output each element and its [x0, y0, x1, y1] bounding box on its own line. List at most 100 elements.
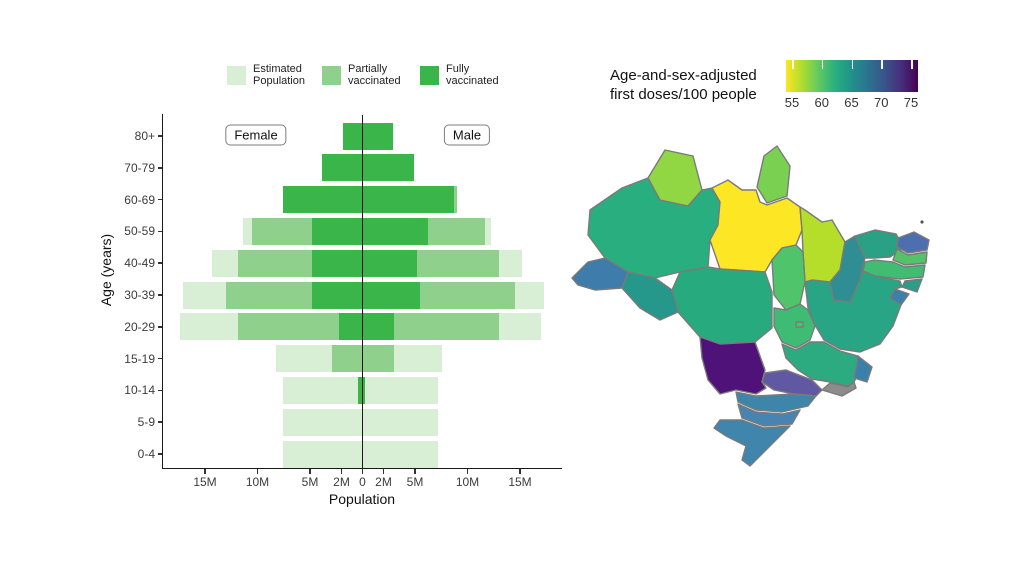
y-tick-label-5-9: 5-9: [137, 415, 155, 430]
y-axis-title: Age (years): [98, 233, 114, 307]
bar-male-fully-60-69: [362, 186, 454, 214]
bar-male-estimated-0-4: [362, 440, 439, 468]
x-tick-label-8: 15M: [508, 475, 532, 489]
bar-male-fully-10-14: [362, 376, 365, 404]
y-tick-label-70-79: 70-79: [124, 160, 155, 175]
colorbar-tick-65: [851, 60, 853, 69]
y-tick-40-49: [158, 262, 163, 264]
map-state-SE: [889, 288, 910, 306]
y-tick-30-39: [158, 294, 163, 296]
y-tick-label-0-4: 0-4: [137, 447, 155, 461]
x-tick-2: [309, 469, 311, 474]
y-tick-label-80+: 80+: [134, 129, 155, 143]
map-state-SC: [737, 403, 801, 427]
bar-male-fully-70-79: [362, 154, 414, 182]
map-state-RN: [896, 231, 930, 254]
colorbar-tick-70: [881, 60, 883, 69]
map-state-PB: [892, 248, 928, 266]
x-tick-1: [256, 469, 259, 474]
colorbar-gradient: [786, 60, 918, 92]
male-side-label: Male: [443, 124, 491, 146]
legend-item-estimated: Estimated Population: [227, 63, 305, 87]
map-state-TO: [771, 244, 806, 311]
y-tick-5-9: [158, 421, 163, 423]
x-tick-7: [466, 469, 469, 474]
colorbar-label-65: 65: [844, 95, 859, 110]
bar-female-fully-60-69: [282, 186, 363, 214]
y-tick-50-59: [158, 230, 163, 233]
legend-label-partially: Partially vaccinated: [348, 63, 401, 87]
y-tick-0-4: [158, 453, 163, 455]
y-tick-label-15-19: 15-19: [124, 351, 155, 366]
y-tick-60-69: [158, 198, 163, 201]
x-tick-label-7: 10M: [455, 475, 480, 489]
x-axis-title: Population: [328, 491, 396, 507]
bar-female-fully-40-49: [312, 249, 363, 277]
map-state-MA: [799, 206, 846, 283]
bar-female-fully-50-59: [312, 217, 363, 245]
bar-male-fully-80+: [362, 122, 393, 150]
bar-male-fully-40-49: [362, 249, 418, 277]
legend-swatch-fully: [420, 65, 439, 85]
y-tick-80+: [158, 135, 163, 137]
colorbar-label-60: 60: [814, 95, 829, 110]
y-tick-label-60-69: 60-69: [124, 192, 155, 207]
colorbar-label-75: 75: [903, 95, 919, 110]
map-state-AP: [756, 145, 791, 204]
bar-female-estimated-0-4: [282, 440, 363, 468]
map-state-MT: [671, 266, 773, 345]
y-tick-label-20-29: 20-29: [124, 319, 155, 334]
y-tick-label-50-59: 50-59: [124, 224, 155, 239]
x-tick-5: [382, 469, 385, 474]
x-tick-label-3: 2M: [333, 475, 350, 489]
y-tick-10-14: [158, 389, 163, 392]
bar-female-fully-30-39: [312, 281, 363, 309]
bar-female-fully-70-79: [321, 154, 363, 182]
bar-female-fully-10-14: [358, 376, 363, 404]
y-tick-15-19: [158, 357, 163, 360]
colorbar-label-55: 55: [784, 95, 800, 110]
legend-label-estimated: Estimated Population: [253, 63, 305, 87]
brazil-choropleth-map: [571, 145, 930, 467]
x-tick-label-0: 15M: [193, 475, 217, 489]
map-state-MS: [699, 336, 767, 395]
bar-male-fully-50-59: [362, 217, 428, 245]
legend-item-partially: Partially vaccinated: [322, 63, 401, 87]
map-state-ES: [853, 355, 873, 383]
colorbar-label-70: 70: [874, 95, 889, 110]
x-tick-0: [204, 469, 206, 474]
legend-item-fully: Fully vaccinated: [420, 63, 499, 87]
map-state-PR: [735, 391, 817, 413]
colorbar-tick-60: [821, 60, 824, 69]
bar-male-estimated-5-9: [362, 408, 439, 436]
map-state-AC: [571, 257, 629, 291]
map-state-DF: [795, 321, 804, 328]
y-tick-label-40-49: 40-49: [124, 256, 155, 271]
female-side-label: Female: [225, 124, 287, 146]
bar-male-partially-15-19: [362, 345, 394, 373]
bar-female-partially-15-19: [332, 345, 363, 373]
y-tick-70-79: [158, 167, 163, 169]
y-axis-line: [161, 114, 164, 469]
y-tick-label-10-14: 10-14: [124, 383, 155, 398]
bar-female-fully-20-29: [339, 313, 363, 341]
map-island-dot: [920, 220, 924, 224]
bar-female-estimated-5-9: [282, 408, 363, 436]
x-tick-label-6: 5M: [406, 475, 424, 489]
map-state-GO: [773, 303, 816, 349]
map-state-PE: [862, 259, 926, 280]
bar-male-fully-20-29: [362, 313, 394, 341]
map-state-RR: [647, 149, 703, 207]
y-tick-label-30-39: 30-39: [124, 288, 155, 302]
x-tick-4: [361, 469, 364, 474]
x-tick-label-5: 2M: [375, 475, 392, 489]
bar-female-fully-80+: [342, 122, 363, 150]
legend-label-fully: Fully vaccinated: [446, 63, 499, 87]
legend-swatch-partially: [322, 65, 341, 85]
legend-swatch-estimated: [227, 65, 246, 85]
map-state-AL: [901, 278, 923, 293]
map-state-RO: [621, 271, 679, 321]
bar-male-fully-30-39: [362, 281, 421, 309]
x-tick-label-1: 10M: [245, 475, 270, 489]
